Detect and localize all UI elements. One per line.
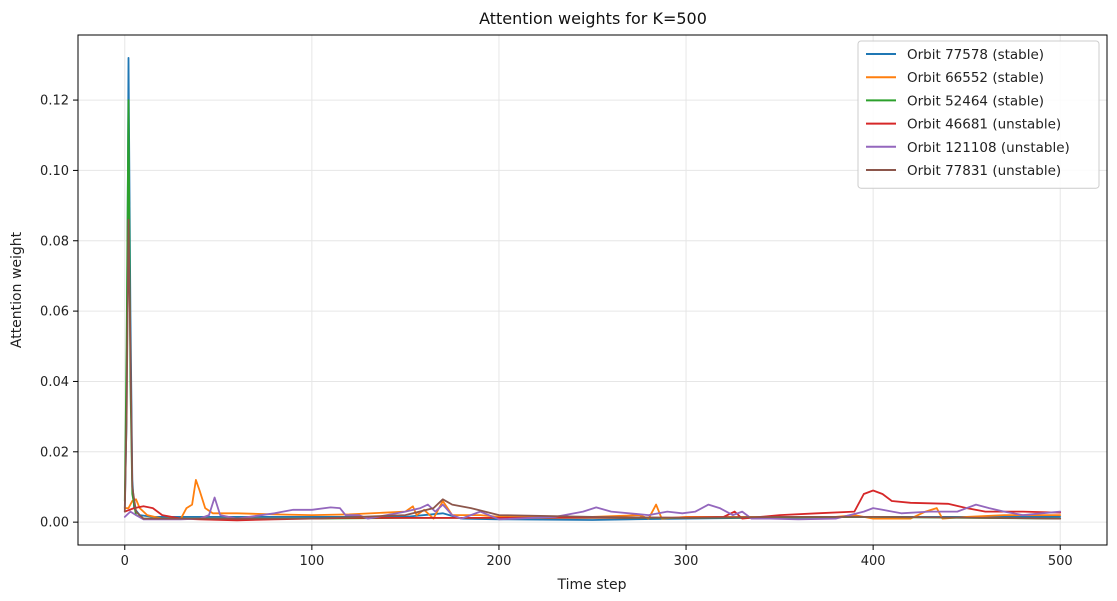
legend-label: Orbit 46681 (unstable) [907,117,1061,133]
x-tick-label: 0 [121,554,129,569]
x-tick-label: 100 [299,554,324,569]
series-line-2 [123,479,1062,520]
plot-area-frame [77,34,1108,546]
series-line-6 [123,218,1062,520]
y-axis-title: Attention weight [9,231,25,348]
grid [78,35,1107,545]
series-layer [123,57,1062,522]
legend-label: Orbit 52464 (stable) [907,93,1044,109]
x-tick-label: 400 [861,554,886,569]
y-tick-label: 0.08 [40,234,69,249]
legend: Orbit 77578 (stable) Orbit 66552 (stable)… [857,40,1100,189]
y-tick-label: 0.10 [40,164,69,179]
y-tick-label: 0.00 [40,516,69,531]
legend-box [857,40,1100,189]
legend-label: Orbit 121108 (unstable) [907,140,1070,156]
y-tick-label: 0.02 [40,445,69,460]
x-axis-title: Time step [557,577,627,593]
legend-label: Orbit 77578 (stable) [907,47,1044,63]
legend-label: Orbit 77831 (unstable) [907,163,1061,179]
x-tick-label: 500 [1048,554,1073,569]
y-tick-label: 0.04 [40,375,69,390]
x-tick-label: 300 [674,554,699,569]
legend-label: Orbit 66552 (stable) [907,70,1044,86]
x-tick-label: 200 [487,554,512,569]
chart-title: Attention weights for K=500 [479,9,707,28]
axis-ticks: 0 100 200 300 400 500 0.00 0.02 0.04 0.06 0.08 0.10… [40,94,1073,569]
y-tick-label: 0.06 [40,305,69,320]
y-tick-label: 0.12 [40,94,69,109]
